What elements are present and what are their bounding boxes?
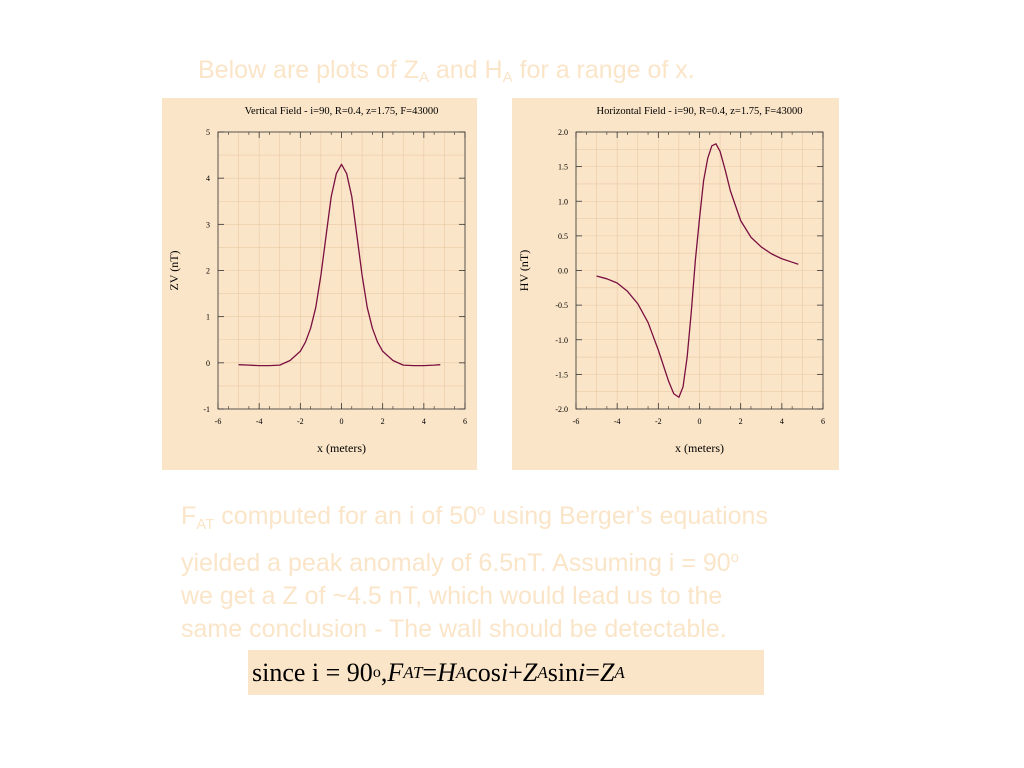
body-superscript: o [477,502,486,519]
body-line-3: we get a Z of ~4.5 nT, which would lead … [181,582,723,610]
chart-title: Vertical Field - i=90, R=0.4, z=1.75, F=… [245,106,439,117]
y-tick-label: -1 [203,405,210,414]
body-text-span: yielded a peak anomaly of 6.5nT. Assumin… [181,549,731,577]
y-tick-label: 0.0 [558,267,568,276]
eq-symbol: F [387,657,404,687]
x-tick-label: -2 [655,417,662,426]
y-tick-label: 3 [206,220,210,229]
heading-text: for a range of x. [512,56,695,84]
y-tick-label: -0.5 [555,301,568,310]
y-tick-label: 5 [206,128,210,137]
x-tick-label: -2 [297,417,304,426]
eq-subscript: A [614,662,625,682]
horizontal-field-chart-svg: -6 -4 -2 0 2 4 6 -2.0 -1.5 -1.0 -0.5 0.0 0.5 1.0 1.5 2.… [512,98,839,470]
y-tick-label: 2 [206,267,210,276]
eq-text: cos [466,657,501,687]
x-tick-label: -6 [215,417,222,426]
x-tick-label: 2 [381,417,385,426]
x-tick-label: 4 [780,417,784,426]
x-tick-label: 6 [463,417,467,426]
y-tick-label: 4 [206,174,210,183]
heading-text: and H [428,56,503,84]
series-line [596,143,799,398]
series-line [238,163,441,367]
x-axis-label: x (meters) [675,441,724,455]
y-tick-label: 1 [206,313,210,322]
body-text-span: F [181,502,197,530]
body-line-4: same conclusion - The wall should be det… [181,615,727,643]
x-tick-label: 6 [821,417,825,426]
eq-text: since i = 90 [252,657,373,687]
chart-background [512,98,839,470]
x-tick-label: -4 [256,417,263,426]
y-tick-label: -1.5 [555,370,568,379]
body-text: FAT computed for an i of 50o using Berge… [181,494,881,646]
eq-text: = [585,657,600,687]
eq-symbol: Z [599,657,615,687]
heading-subscript: A [502,69,513,86]
y-tick-label: -1.0 [555,336,568,345]
body-text-span: computed for an i of 50 [214,502,478,530]
eq-text: , [380,657,388,687]
heading-text: Below are plots of Z [198,56,419,84]
y-tick-label: 0.5 [558,232,568,241]
y-tick-label: 1.5 [558,163,568,172]
chart-title: Horizontal Field - i=90, R=0.4, z=1.75, … [597,106,803,117]
y-axis-label: HV (nT) [517,250,531,291]
eq-subscript: A [537,662,548,682]
slide-heading: Below are plots of ZA and HA for a range… [198,56,838,86]
body-text-span: using Berger’s equations [485,502,768,530]
eq-subscript: A [455,662,467,682]
x-tick-label: 4 [422,417,426,426]
eq-symbol: i [500,657,509,687]
y-tick-label: -2.0 [555,405,568,414]
heading-subscript: A [418,69,429,86]
x-tick-label: -6 [573,417,580,426]
x-tick-label: -4 [614,417,621,426]
x-tick-label: 0 [698,417,702,426]
y-axis-label: ZV (nT) [167,250,181,290]
y-tick-label: 0 [206,359,210,368]
eq-symbol: H [437,657,456,687]
y-tick-label: 1.0 [558,197,568,206]
body-subscript: AT [196,516,215,533]
horizontal-field-chart: -6 -4 -2 0 2 4 6 -2.0 -1.5 -1.0 -0.5 0.0 0.5 1.0 1.5 2.… [512,98,839,470]
vertical-field-chart: -6 -4 -2 0 2 4 6 -1 0 1 2 3 4 5 Vertical Field - i=90,… [162,98,477,470]
eq-degree: o [372,663,381,681]
x-tick-label: 2 [739,417,743,426]
x-axis-label: x (meters) [317,441,366,455]
y-tick-label: 2.0 [558,128,568,137]
vertical-field-chart-svg: -6 -4 -2 0 2 4 6 -1 0 1 2 3 4 5 Vertical Field - i=90,… [162,98,477,470]
body-line-2: yielded a peak anomaly of 6.5nT. Assumin… [181,541,881,580]
eq-text: = [422,657,438,687]
eq-subscript: AT [403,662,423,682]
eq-symbol: i [578,657,586,687]
eq-text: + [508,657,523,687]
x-tick-label: 0 [340,417,344,426]
body-superscript: o [730,549,739,566]
body-line-1: FAT computed for an i of 50o using Berge… [181,494,881,541]
eq-symbol: Z [522,657,538,687]
eq-text: sin [547,657,579,687]
